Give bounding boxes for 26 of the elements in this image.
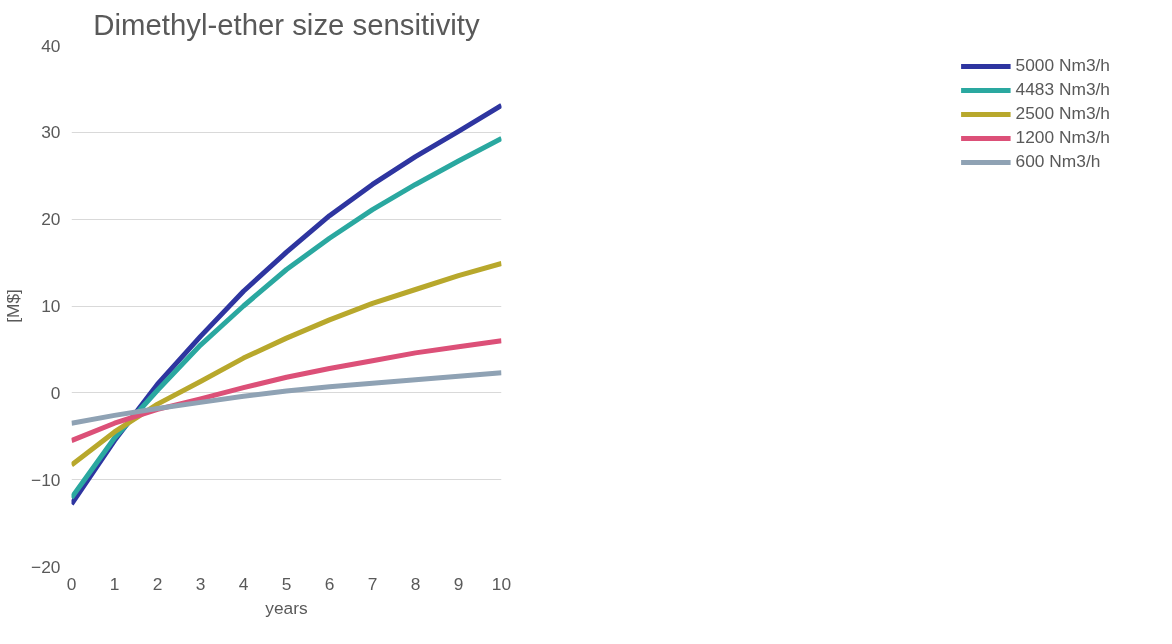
x-tick-label: 1 <box>109 573 120 594</box>
y-tick-label: 10 <box>41 296 61 316</box>
chart-title: Dimethyl-ether size sensitivity <box>93 7 480 41</box>
x-tick-label: 8 <box>410 573 421 594</box>
x-tick-label: 6 <box>324 573 335 594</box>
y-tick-label: 0 <box>50 382 61 403</box>
legend-label: 1200 Nm3/h <box>1015 127 1110 148</box>
y-tick-label: −10 <box>31 469 61 490</box>
y-axis-title: [M$] <box>3 289 24 323</box>
x-tick-label: 10 <box>491 573 512 594</box>
legend-label: 5000 Nm3/h <box>1015 55 1110 76</box>
x-tick-label: 5 <box>281 573 292 594</box>
legend-label: 600 Nm3/h <box>1015 151 1101 172</box>
y-tick-label: −20 <box>31 556 61 577</box>
x-axis-title: years <box>265 597 309 618</box>
y-tick-label: 40 <box>41 35 61 56</box>
y-tick-label: 30 <box>41 122 61 143</box>
x-tick-label: 0 <box>66 573 77 594</box>
legend-label: 4483 Nm3/h <box>1015 79 1110 100</box>
legend-label: 2500 Nm3/h <box>1015 103 1110 124</box>
x-tick-label: 4 <box>238 573 249 594</box>
y-tick-label: 20 <box>41 209 61 230</box>
x-tick-label: 7 <box>367 573 378 594</box>
x-tick-label: 2 <box>152 573 163 594</box>
x-tick-label: 9 <box>453 573 464 594</box>
x-tick-label: 3 <box>195 573 206 594</box>
